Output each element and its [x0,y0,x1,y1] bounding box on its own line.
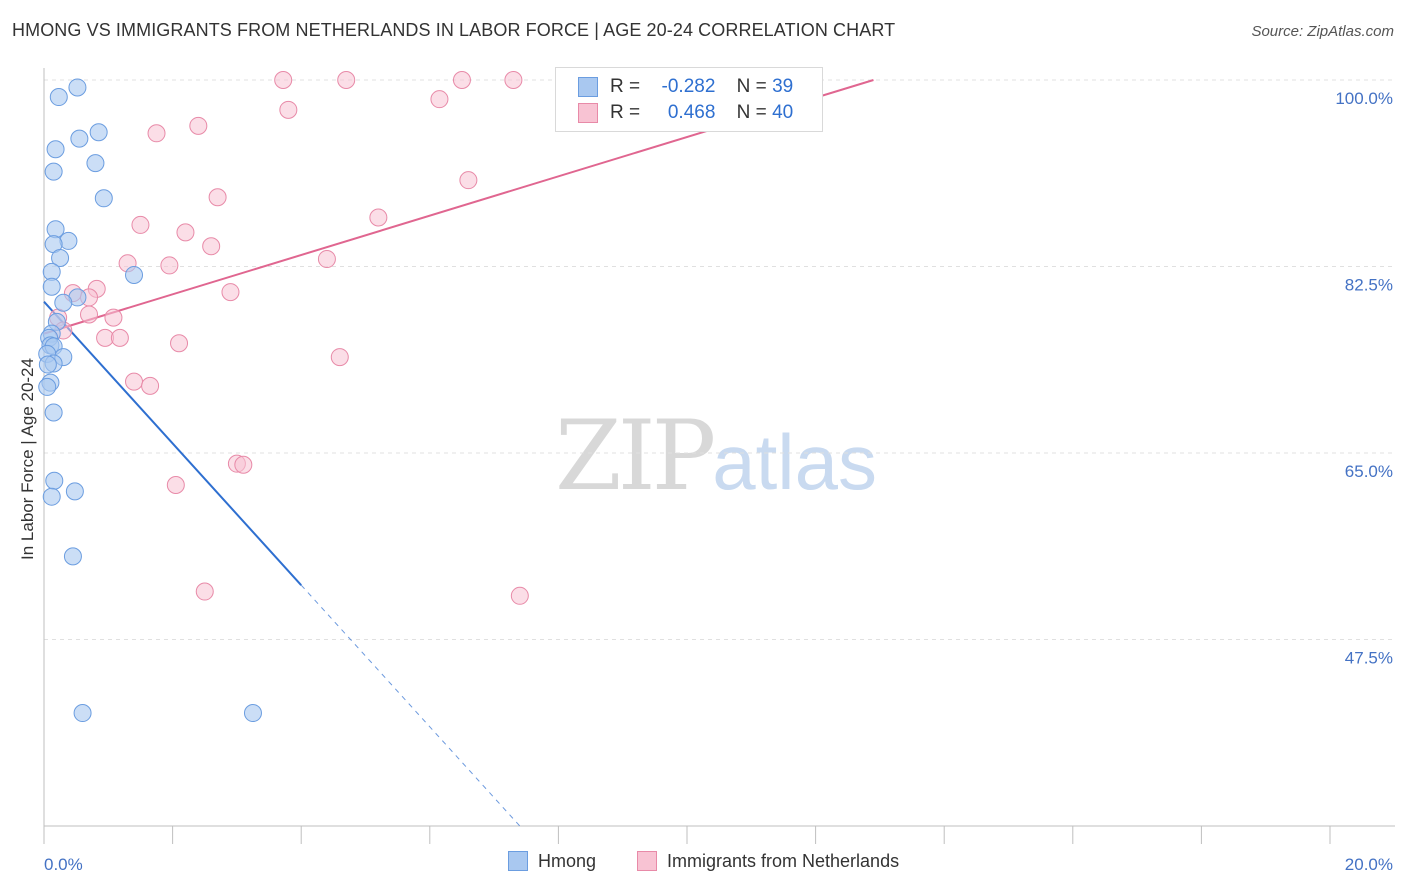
data-point-netherlands [147,124,166,143]
source-credit: Source: ZipAtlas.com [1251,23,1394,40]
data-point-hmong [38,355,57,374]
data-point-hmong [54,293,73,312]
legend-row-netherlands: R = 0.468 N = 40 [578,102,793,126]
data-point-hmong [45,471,64,490]
data-point-hmong [38,377,57,396]
data-point-netherlands [195,582,214,601]
data-point-hmong [59,231,78,250]
data-point-hmong [125,266,144,285]
data-point-netherlands [176,223,195,242]
x-tick-label: 0.0% [44,855,83,874]
data-point-netherlands [170,334,189,353]
data-point-netherlands [337,71,356,89]
data-point-netherlands [330,348,349,367]
data-point-hmong [65,482,84,501]
data-point-netherlands [369,208,388,227]
legend-n-label: N = [736,102,767,123]
legend-item-netherlands[interactable]: Immigrants from Netherlands [637,851,899,872]
data-point-netherlands [234,455,253,474]
data-point-hmong [243,704,262,723]
data-point-hmong [46,140,65,159]
data-point-hmong [42,487,61,506]
data-point-netherlands [110,328,129,347]
data-point-netherlands [160,256,179,275]
data-point-netherlands [274,71,293,89]
legend-row-hmong: R = -0.282 N = 39 [578,76,793,100]
data-point-netherlands [504,71,523,89]
data-point-hmong [68,78,87,97]
trendline-hmong [43,300,302,586]
y-tick-label: 65.0% [1345,462,1393,481]
legend-item-hmong[interactable]: Hmong [508,851,596,872]
data-point-netherlands [221,283,240,302]
x-tick-label: 20.0% [1345,855,1393,874]
data-point-hmong [44,403,63,422]
watermark-atlas: atlas [712,418,877,506]
data-point-hmong [63,547,82,566]
watermark: ZIPatlas [555,400,877,512]
y-tick-label: 47.5% [1345,649,1393,668]
data-point-netherlands [80,305,99,324]
legend-n-value: 39 [772,76,794,97]
data-points [38,71,748,723]
legend-r-value: 0.468 [667,102,716,123]
data-point-netherlands [459,171,478,190]
data-point-netherlands [208,188,227,207]
legend-n-value: 40 [772,102,794,123]
data-point-hmong [89,123,108,142]
data-point-hmong [73,704,92,723]
grid-lines [44,79,1395,640]
data-point-netherlands [166,475,185,494]
data-point-netherlands [279,100,298,119]
swatch-hmong [508,851,528,871]
data-point-netherlands [131,215,150,234]
swatch-netherlands [637,851,657,871]
legend-swatch-netherlands [578,102,598,123]
data-point-netherlands [189,116,208,135]
data-point-hmong [94,189,113,208]
data-point-netherlands [141,376,160,395]
legend-label-hmong: Hmong [538,851,597,871]
data-point-hmong [42,277,61,296]
y-tick-label: 82.5% [1345,276,1393,295]
legend-r-label: R = [610,76,641,97]
data-point-hmong [46,220,65,239]
data-point-hmong [44,162,63,181]
data-point-hmong [86,154,105,173]
legend-label-netherlands: Immigrants from Netherlands [667,851,900,871]
data-point-netherlands [430,90,449,109]
y-tick-label: 100.0% [1335,89,1393,108]
axes [43,68,1395,844]
legend-r-label: R = [610,102,641,123]
correlation-legend: R = -0.282 N = 39 R = 0.468 N = 40 [555,67,823,132]
data-point-hmong [70,129,89,148]
watermark-zip: ZIP [555,400,716,512]
data-point-netherlands [452,71,471,89]
data-point-netherlands [104,308,123,327]
data-point-netherlands [317,250,336,269]
series-legend: Hmong Immigrants from Netherlands [0,851,1406,877]
data-point-hmong [49,88,68,107]
trendline-hmong-extrapolated [300,584,521,827]
data-point-hmong [51,248,70,267]
legend-swatch-hmong [578,76,598,97]
data-point-netherlands [202,237,221,256]
tick-labels: 100.0% 82.5% 65.0% 47.5% 0.0% 20.0% [44,89,1393,874]
data-point-netherlands [125,372,144,391]
legend-n-label: N = [736,76,767,97]
legend-r-value: -0.282 [661,76,716,97]
data-point-netherlands [510,586,529,605]
chart-title: HMONG VS IMMIGRANTS FROM NETHERLANDS IN … [12,20,896,40]
